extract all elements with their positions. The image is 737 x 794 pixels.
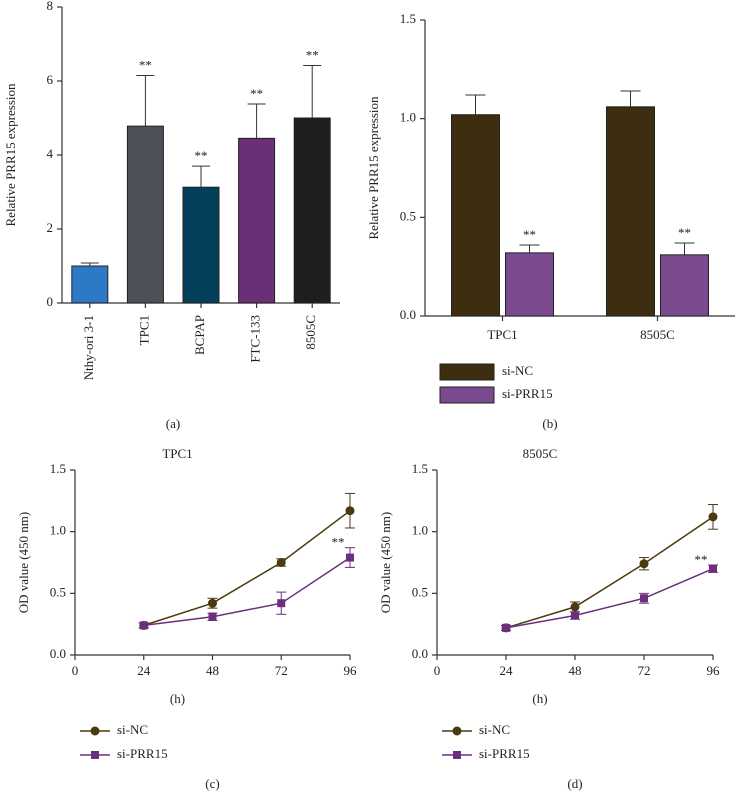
y-tick-label: 1.0 [400, 110, 416, 125]
bar [71, 265, 109, 304]
x-tick-label: TPC1 [487, 327, 517, 342]
marker [139, 621, 148, 630]
marker [639, 559, 649, 569]
x-tick-label: FTC-133 [248, 315, 263, 363]
y-axis-label: Relative PRR15 expression [3, 83, 18, 226]
marker [345, 506, 355, 516]
bar [293, 117, 331, 304]
y-tick-label: 0.5 [50, 584, 66, 599]
x-axis-label: (h) [170, 691, 185, 706]
x-tick-label: 0 [434, 663, 441, 678]
significance: ** [332, 535, 345, 550]
legend-swatch [439, 386, 495, 404]
y-tick-label: 4 [47, 146, 54, 161]
bar [238, 137, 276, 304]
marker [208, 598, 217, 608]
legend-label: si-PRR15 [502, 386, 553, 401]
bar [182, 186, 220, 304]
panel-label: (d) [567, 776, 582, 791]
y-tick-label: 0.5 [412, 584, 428, 599]
legend-swatch [439, 363, 495, 381]
x-tick-label: Nthy-ori 3-1 [81, 315, 96, 380]
y-tick-label: 0 [47, 294, 54, 309]
x-tick-label: 48 [206, 663, 219, 678]
y-tick-label: 0.5 [400, 208, 416, 223]
bar [606, 106, 655, 317]
y-tick-label: 1.5 [50, 461, 66, 476]
x-tick-label: 96 [707, 663, 721, 678]
legend-label: si-PRR15 [479, 746, 530, 761]
marker [277, 599, 286, 608]
line [143, 510, 351, 627]
panel-label: (a) [166, 416, 180, 431]
legend-label: si-NC [502, 363, 533, 378]
significance: ** [139, 57, 152, 72]
marker [571, 611, 579, 620]
bar [451, 114, 500, 317]
bar [126, 125, 164, 304]
significance: ** [306, 47, 319, 62]
x-tick-label: 72 [275, 663, 288, 678]
x-tick-label: 72 [638, 663, 651, 678]
legend-marker [452, 726, 462, 736]
x-tick-label: TPC1 [136, 315, 151, 345]
significance: ** [523, 227, 536, 242]
bar [505, 252, 554, 317]
significance: ** [695, 552, 708, 567]
x-tick-label: 24 [137, 663, 151, 678]
y-tick-label: 0.0 [412, 646, 428, 661]
y-axis-label: Relative PRR15 expression [366, 96, 381, 239]
marker [346, 553, 354, 562]
y-tick-label: 0.0 [50, 646, 66, 661]
legend-marker [91, 751, 99, 759]
x-tick-label: 8505C [640, 327, 675, 342]
marker [502, 623, 510, 632]
legend-marker [90, 726, 100, 736]
y-axis-label: OD value (450 nm) [378, 512, 393, 613]
x-tick-label: 96 [344, 663, 358, 678]
y-tick-label: 6 [47, 72, 54, 87]
x-tick-label: 0 [72, 663, 79, 678]
legend-label: si-NC [117, 722, 148, 737]
y-tick-label: 0.0 [400, 307, 416, 322]
x-axis-label: (h) [532, 691, 547, 706]
x-tick-label: 8505C [303, 315, 318, 350]
significance: ** [678, 225, 691, 240]
y-axis-label: OD value (450 nm) [16, 512, 31, 613]
significance: ** [250, 86, 263, 101]
legend-label: si-NC [479, 722, 510, 737]
x-tick-label: BCPAP [192, 315, 207, 355]
x-tick-label: 48 [569, 663, 582, 678]
panel-label: (b) [542, 416, 557, 431]
marker [640, 594, 648, 603]
x-tick-label: 24 [500, 663, 514, 678]
line [505, 567, 714, 629]
marker [208, 612, 217, 621]
line [143, 556, 351, 627]
y-tick-label: 2 [47, 220, 54, 235]
y-tick-label: 1.0 [412, 523, 428, 538]
y-tick-label: 1.5 [400, 11, 416, 26]
marker [276, 558, 286, 567]
panel-label: (c) [205, 776, 219, 791]
line [505, 516, 714, 629]
y-tick-label: 8 [47, 0, 54, 13]
chart-title: 8505C [523, 446, 558, 461]
legend-marker [453, 751, 461, 759]
marker [570, 602, 580, 612]
y-tick-label: 1.0 [50, 523, 66, 538]
legend-label: si-PRR15 [117, 746, 168, 761]
marker [709, 564, 717, 573]
bar [660, 254, 709, 317]
y-tick-label: 1.5 [412, 461, 428, 476]
significance: ** [195, 148, 208, 163]
marker [708, 512, 718, 522]
chart-title: TPC1 [162, 446, 192, 461]
